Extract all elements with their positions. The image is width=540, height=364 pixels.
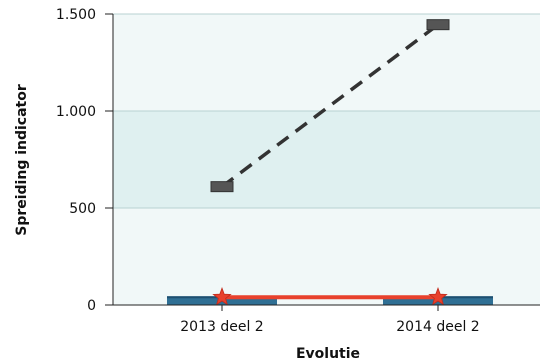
gridlines [113,13,540,209]
y-tick-label-2: 1.000 [56,104,96,120]
background-band-2 [113,14,540,111]
x-ticks: 2013 deel 2 2014 deel 2 [180,305,480,335]
dashed-series-marker-0 [210,181,234,193]
y-axis-title: Spreiding indicator [14,84,30,236]
background-band-1 [113,111,540,208]
background-bands [113,14,540,305]
dashed-series-marker-1 [426,19,450,31]
series-layer [167,19,493,306]
star-series-marker-0 [212,287,232,306]
y-ticks: 0 500 1.000 1.500 [56,7,113,314]
axes [105,14,540,306]
star-series-marker-1 [428,287,448,306]
y-tick-label-3: 1.500 [56,7,96,23]
x-axis-title: Evolutie [296,346,360,362]
x-tick-label-1: 2014 deel 2 [396,319,479,335]
x-tick-label-0: 2013 deel 2 [180,319,263,335]
y-tick-label-0: 0 [87,298,96,314]
y-tick-label-1: 500 [69,201,96,217]
background-band-0 [113,208,540,305]
